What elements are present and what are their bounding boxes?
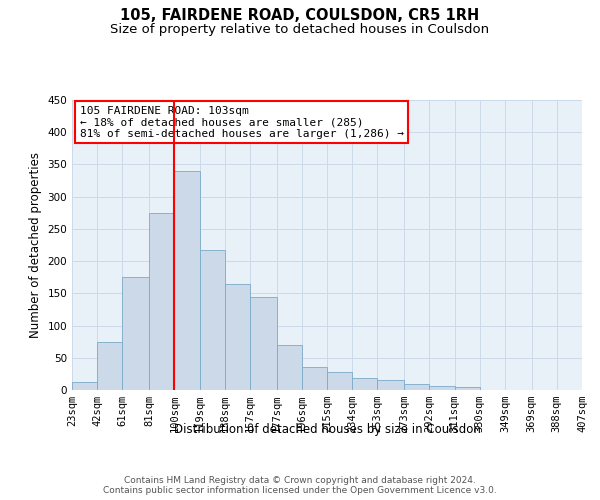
Bar (149, 213, 174, 390)
Text: 105, FAIRDENE ROAD, COULSDON, CR5 1RH: 105, FAIRDENE ROAD, COULSDON, CR5 1RH (121, 8, 479, 22)
Text: Distribution of detached houses by size in Coulsdon: Distribution of detached houses by size … (173, 422, 481, 436)
Bar (225, 284, 250, 390)
Text: Contains HM Land Registry data © Crown copyright and database right 2024.
Contai: Contains HM Land Registry data © Crown c… (103, 476, 497, 495)
Bar (404, 384, 429, 390)
Bar (97, 342, 122, 390)
Bar (327, 372, 352, 390)
Bar (455, 388, 480, 390)
Text: 105 FAIRDENE ROAD: 103sqm
← 18% of detached houses are smaller (285)
81% of semi: 105 FAIRDENE ROAD: 103sqm ← 18% of detac… (80, 106, 404, 139)
Bar (199, 250, 225, 390)
Bar (302, 367, 327, 390)
Bar (122, 277, 149, 390)
Bar (352, 378, 377, 390)
Bar (277, 345, 302, 390)
Bar (429, 386, 455, 390)
Text: Size of property relative to detached houses in Coulsdon: Size of property relative to detached ho… (110, 22, 490, 36)
Bar (250, 296, 277, 390)
Bar (377, 380, 404, 390)
Bar (174, 171, 199, 390)
Bar (72, 382, 97, 390)
Y-axis label: Number of detached properties: Number of detached properties (29, 152, 42, 338)
